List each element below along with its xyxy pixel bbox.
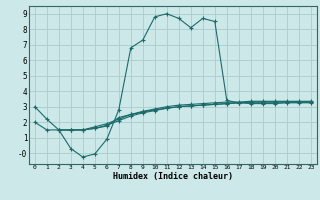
X-axis label: Humidex (Indice chaleur): Humidex (Indice chaleur): [113, 172, 233, 181]
